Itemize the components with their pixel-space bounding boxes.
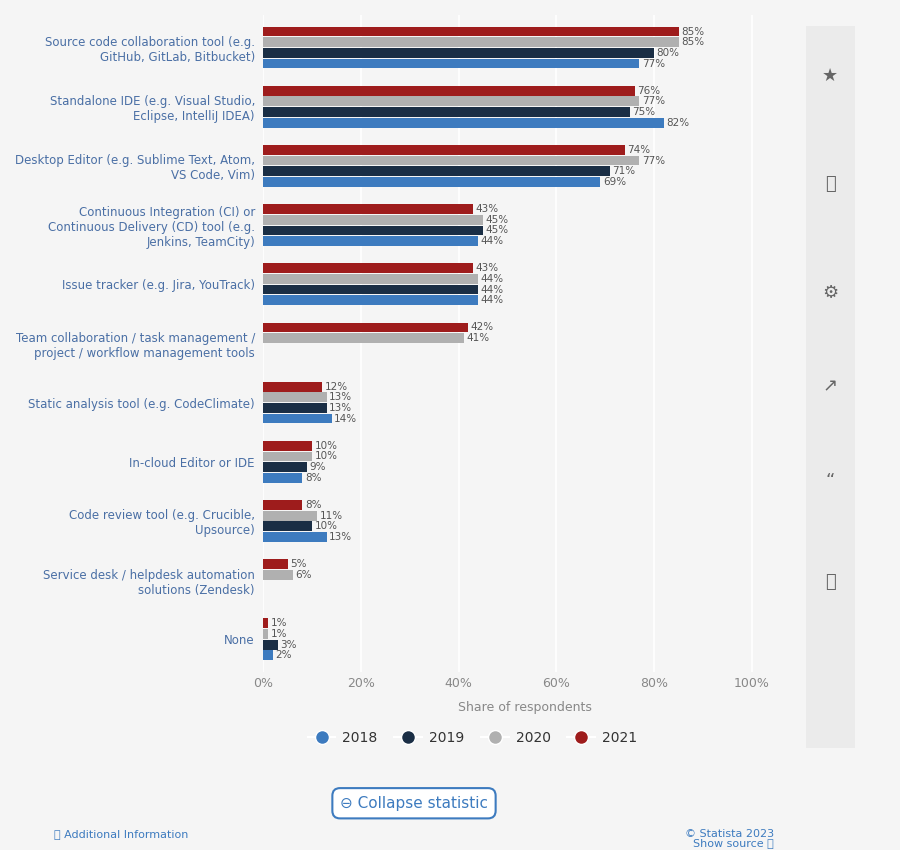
Bar	[264, 145, 625, 155]
Bar	[264, 629, 268, 639]
Bar	[264, 441, 312, 451]
Bar	[264, 333, 464, 343]
Bar	[264, 274, 478, 284]
Text: 8%: 8%	[305, 473, 321, 483]
Bar	[264, 225, 483, 235]
Bar	[264, 570, 292, 580]
Text: 80%: 80%	[657, 48, 680, 58]
Bar	[264, 473, 302, 483]
Text: ★: ★	[823, 67, 838, 85]
Bar	[264, 177, 600, 187]
Text: 1%: 1%	[271, 629, 287, 639]
Text: 77%: 77%	[642, 96, 665, 106]
Text: 12%: 12%	[324, 382, 347, 392]
Text: 14%: 14%	[334, 414, 357, 423]
Bar	[264, 204, 473, 214]
Text: 5%: 5%	[290, 559, 307, 570]
Text: ⊖ Collapse statistic: ⊖ Collapse statistic	[340, 796, 488, 811]
Text: 9%: 9%	[310, 462, 326, 472]
Text: 44%: 44%	[481, 295, 504, 305]
Bar	[264, 97, 640, 106]
Text: 13%: 13%	[329, 532, 353, 542]
Text: 10%: 10%	[315, 441, 338, 451]
Text: 69%: 69%	[603, 177, 625, 187]
Text: 77%: 77%	[642, 59, 665, 69]
Bar	[264, 167, 610, 176]
Bar	[264, 295, 478, 305]
Text: 43%: 43%	[476, 264, 499, 274]
Bar	[264, 236, 478, 246]
Bar	[264, 511, 317, 520]
Text: © Statista 2023: © Statista 2023	[685, 829, 774, 839]
Text: 43%: 43%	[476, 204, 499, 214]
Bar	[264, 640, 278, 649]
Text: Show source ⓘ: Show source ⓘ	[693, 838, 774, 848]
X-axis label: Share of respondents: Share of respondents	[458, 701, 591, 714]
Text: 🔔: 🔔	[825, 175, 835, 194]
Text: 44%: 44%	[481, 236, 504, 246]
Bar	[264, 532, 327, 541]
Bar	[264, 619, 268, 628]
Text: 76%: 76%	[637, 86, 660, 96]
Text: 11%: 11%	[320, 511, 343, 521]
Text: 1%: 1%	[271, 618, 287, 628]
Text: 42%: 42%	[471, 322, 494, 332]
Bar	[264, 215, 483, 224]
Text: 44%: 44%	[481, 274, 504, 284]
Bar	[264, 156, 640, 166]
Text: ⚙: ⚙	[823, 284, 838, 302]
Bar	[264, 393, 327, 402]
Bar	[264, 264, 473, 273]
Text: 8%: 8%	[305, 500, 321, 510]
Bar	[264, 521, 312, 531]
Bar	[264, 403, 327, 413]
Bar	[264, 500, 302, 510]
Text: 13%: 13%	[329, 393, 353, 402]
Text: 10%: 10%	[315, 451, 338, 462]
Bar	[264, 26, 679, 37]
Text: 45%: 45%	[486, 215, 508, 224]
Bar	[264, 650, 273, 660]
Bar	[264, 414, 332, 423]
Text: 44%: 44%	[481, 285, 504, 295]
Bar	[264, 451, 312, 462]
Text: 71%: 71%	[613, 167, 635, 176]
Bar	[264, 118, 664, 127]
Text: ⓘ Additional Information: ⓘ Additional Information	[54, 829, 188, 839]
Text: 2%: 2%	[275, 650, 292, 660]
Text: ↗: ↗	[823, 377, 838, 396]
Text: “: “	[825, 472, 835, 490]
Text: 🖨: 🖨	[825, 573, 835, 591]
Bar	[264, 462, 307, 472]
Text: 82%: 82%	[666, 117, 689, 128]
Text: 6%: 6%	[295, 570, 311, 580]
Text: 77%: 77%	[642, 156, 665, 166]
Text: 85%: 85%	[681, 26, 704, 37]
Bar	[264, 322, 469, 332]
Text: 85%: 85%	[681, 37, 704, 48]
Text: 45%: 45%	[486, 225, 508, 235]
Bar	[264, 59, 640, 68]
Bar	[264, 107, 630, 117]
Bar	[264, 382, 322, 392]
Text: 10%: 10%	[315, 521, 338, 531]
Text: 74%: 74%	[627, 144, 651, 155]
Text: 75%: 75%	[632, 107, 655, 117]
Bar	[264, 37, 679, 47]
Text: 13%: 13%	[329, 403, 353, 413]
Text: 3%: 3%	[281, 640, 297, 649]
Bar	[264, 559, 288, 569]
Bar	[264, 285, 478, 294]
Bar	[264, 86, 634, 96]
Legend: 2018, 2019, 2020, 2021: 2018, 2019, 2020, 2021	[302, 725, 643, 751]
Text: 41%: 41%	[466, 333, 490, 343]
Bar	[264, 48, 654, 58]
